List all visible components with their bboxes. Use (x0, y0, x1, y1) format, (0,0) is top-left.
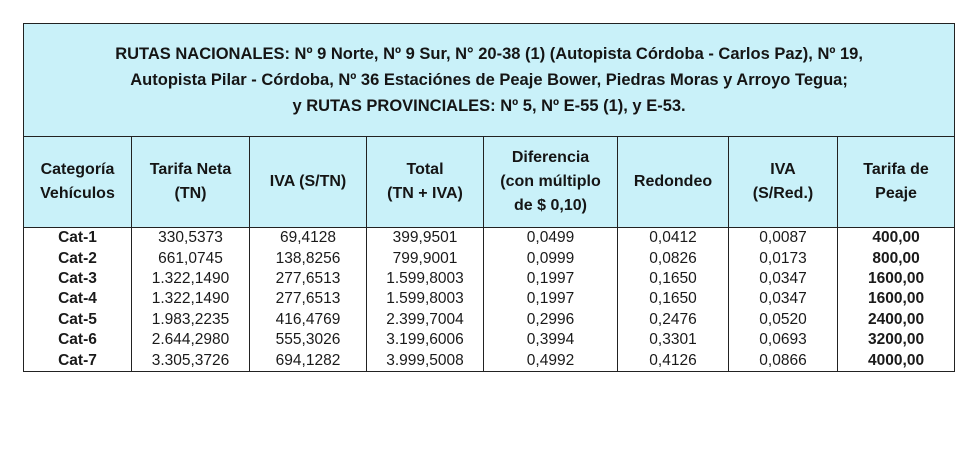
cell-tarifa-peaje: 800,00 (836, 248, 956, 269)
header-total-line: (TN + IVA) (387, 185, 463, 202)
header-iva-tn-line: IVA (S/TN) (269, 173, 347, 190)
header-total: Total (TN + IVA) (366, 136, 484, 228)
cell-tarifa-neta: 661,0745 (131, 248, 250, 269)
header-diferencia: Diferencia (con múltiplo de $ 0,10) (483, 136, 618, 228)
cell-iva-red: 0,0866 (728, 350, 838, 372)
cell-tarifa-neta: 1.322,1490 (131, 268, 250, 290)
header-iva-red: IVA (S/Red.) (728, 136, 838, 228)
table-row: Cat-5 1.983,2235 416,4769 2.399,7004 0,2996 0… (23, 309, 956, 330)
cell-total: 2.399,7004 (366, 309, 484, 330)
header-tarifa-peaje-line: Tarifa de (863, 161, 929, 178)
header-iva-tn: IVA (S/TN) (249, 136, 367, 228)
header-redondeo: Redondeo (617, 136, 729, 228)
table-row: Cat-4 1.322,1490 277,6513 1.599,8003 0,1997 0… (23, 289, 956, 310)
table-row: Cat-3 1.322,1490 277,6513 1.599,8003 0,1997 0… (23, 268, 956, 290)
cell-diferencia: 0,0999 (483, 248, 618, 269)
cell-categoria: Cat-2 (23, 248, 132, 269)
cell-redondeo: 0,2476 (617, 309, 729, 330)
cell-redondeo: 0,0826 (617, 248, 729, 269)
header-diferencia-line: Diferencia (511, 149, 590, 166)
column-header-row: Categoría Vehículos Tarifa Neta (TN) IVA (S/… (23, 136, 956, 228)
table-title: RUTAS NACIONALES: Nº 9 Norte, Nº 9 Sur, … (22, 23, 956, 137)
cell-tarifa-peaje: 3200,00 (836, 329, 956, 351)
header-tarifa-neta: Tarifa Neta (TN) (131, 136, 250, 228)
cell-iva-red: 0,0087 (728, 227, 838, 249)
cell-iva-red: 0,0173 (728, 248, 838, 269)
header-iva-red-line: (S/Red.) (752, 185, 814, 202)
cell-categoria: Cat-3 (23, 268, 132, 290)
cell-total: 3.999,5008 (366, 350, 484, 372)
cell-diferencia: 0,1997 (483, 289, 618, 310)
cell-tarifa-neta: 1.322,1490 (131, 289, 250, 310)
cell-total: 1.599,8003 (366, 289, 484, 310)
header-diferencia-line: de $ 0,10) (514, 197, 587, 214)
cell-categoria: Cat-1 (23, 227, 132, 249)
toll-rates-table: RUTAS NACIONALES: Nº 9 Norte, Nº 9 Sur, … (22, 23, 956, 372)
cell-redondeo: 0,4126 (617, 350, 729, 372)
cell-tarifa-peaje: 4000,00 (836, 350, 956, 372)
cell-tarifa-peaje: 2400,00 (836, 309, 956, 330)
cell-tarifa-neta: 2.644,2980 (131, 329, 250, 351)
cell-diferencia: 0,2996 (483, 309, 618, 330)
cell-tarifa-neta: 3.305,3726 (131, 350, 250, 372)
cell-redondeo: 0,3301 (617, 329, 729, 351)
cell-categoria: Cat-4 (23, 289, 132, 310)
header-tarifa-peaje-line: Peaje (875, 185, 917, 202)
cell-tarifa-peaje: 1600,00 (836, 289, 956, 310)
cell-tarifa-neta: 1.983,2235 (131, 309, 250, 330)
header-categoria-line: Vehículos (40, 185, 115, 202)
cell-categoria: Cat-7 (23, 350, 132, 372)
cell-total: 1.599,8003 (366, 268, 484, 290)
cell-iva-tn: 694,1282 (249, 350, 367, 372)
title-line-3: y RUTAS PROVINCIALES: Nº 5, Nº E-55 (1),… (292, 97, 686, 115)
header-diferencia-line: (con múltiplo (500, 173, 601, 190)
cell-diferencia: 0,4992 (483, 350, 618, 372)
title-line-1: RUTAS NACIONALES: Nº 9 Norte, Nº 9 Sur, … (115, 45, 863, 63)
cell-iva-tn: 416,4769 (249, 309, 367, 330)
header-tarifa-neta-line: (TN) (174, 185, 207, 202)
cell-diferencia: 0,3994 (483, 329, 618, 351)
cell-diferencia: 0,0499 (483, 227, 618, 249)
header-categoria: Categoría Vehículos (23, 136, 132, 228)
header-tarifa-neta-line: Tarifa Neta (149, 161, 232, 178)
cell-tarifa-peaje: 400,00 (836, 227, 956, 249)
table-row: Cat-1 330,5373 69,4128 399,9501 0,0499 0,0412… (23, 227, 956, 249)
table-row: Cat-7 3.305,3726 694,1282 3.999,5008 0,4992 0… (23, 350, 956, 372)
cell-iva-red: 0,0693 (728, 329, 838, 351)
cell-redondeo: 0,1650 (617, 289, 729, 310)
table-row: Cat-2 661,0745 138,8256 799,9001 0,0999 0,082… (23, 248, 956, 269)
cell-diferencia: 0,1997 (483, 268, 618, 290)
cell-iva-tn: 555,3026 (249, 329, 367, 351)
cell-categoria: Cat-6 (23, 329, 132, 351)
header-total-line: Total (406, 161, 444, 178)
cell-iva-red: 0,0347 (728, 268, 838, 290)
cell-iva-tn: 277,6513 (249, 268, 367, 290)
title-line-2: Autopista Pilar - Córdoba, Nº 36 Estació… (130, 71, 848, 89)
header-iva-red-line: IVA (770, 161, 796, 178)
cell-iva-red: 0,0347 (728, 289, 838, 310)
header-redondeo-line: Redondeo (633, 173, 713, 190)
cell-iva-tn: 138,8256 (249, 248, 367, 269)
header-categoria-line: Categoría (40, 161, 115, 178)
cell-tarifa-peaje: 1600,00 (836, 268, 956, 290)
cell-redondeo: 0,0412 (617, 227, 729, 249)
header-tarifa-peaje: Tarifa de Peaje (836, 136, 956, 228)
cell-categoria: Cat-5 (23, 309, 132, 330)
cell-iva-tn: 277,6513 (249, 289, 367, 310)
cell-total: 799,9001 (366, 248, 484, 269)
cell-iva-red: 0,0520 (728, 309, 838, 330)
cell-total: 399,9501 (366, 227, 484, 249)
cell-tarifa-neta: 330,5373 (131, 227, 250, 249)
cell-total: 3.199,6006 (366, 329, 484, 351)
cell-redondeo: 0,1650 (617, 268, 729, 290)
table-row: Cat-6 2.644,2980 555,3026 3.199,6006 0,3994 0… (23, 329, 956, 351)
cell-iva-tn: 69,4128 (249, 227, 367, 249)
